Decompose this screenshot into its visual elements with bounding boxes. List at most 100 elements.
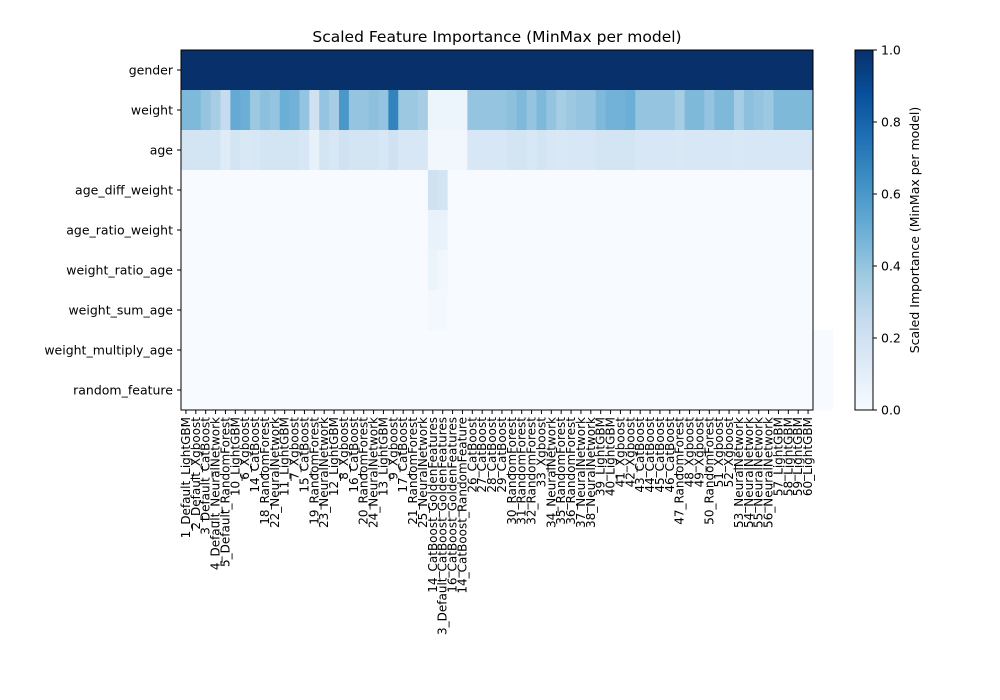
heatmap-cell	[418, 90, 429, 131]
x-tick-label: 20_RandomForest	[357, 417, 371, 525]
x-tick-label: 56_NeuralNetwork	[762, 417, 776, 528]
heatmap-cell	[793, 50, 804, 91]
x-tick-label: 16_CatBoost	[347, 417, 361, 493]
heatmap-cell	[516, 370, 528, 411]
x-tick-label: 37_NeuralNetwork	[574, 417, 588, 528]
heatmap-cell	[615, 250, 626, 291]
heatmap-cell	[230, 130, 241, 171]
heatmap-cell	[427, 250, 439, 291]
heatmap-cell	[684, 370, 695, 411]
heatmap-cell	[674, 90, 686, 131]
heatmap-cell	[655, 210, 666, 251]
heatmap-cell	[250, 290, 261, 331]
heatmap-cell	[437, 170, 449, 211]
heatmap-cell	[655, 130, 666, 171]
heatmap-cell	[704, 50, 715, 91]
heatmap-cell	[783, 210, 794, 251]
heatmap-cell	[418, 290, 429, 331]
heatmap-cell	[714, 130, 725, 171]
heatmap-cell	[269, 370, 281, 411]
heatmap-cell	[753, 170, 765, 211]
x-tick-label: 31_RandomForest	[515, 417, 529, 525]
heatmap-cell	[585, 130, 597, 171]
x-tick-label: 52_Xgboost	[722, 417, 736, 488]
heatmap-cell	[457, 250, 468, 291]
heatmap-cell	[319, 330, 330, 371]
heatmap-cell	[793, 330, 804, 371]
heatmap-cell	[457, 210, 468, 251]
heatmap-cell	[200, 290, 212, 331]
heatmap-cell	[368, 210, 379, 251]
heatmap-cell	[299, 90, 310, 131]
heatmap-cell	[576, 170, 587, 211]
heatmap-cell	[724, 90, 735, 131]
heatmap-cell	[398, 250, 409, 291]
heatmap-cell	[279, 330, 291, 371]
heatmap-cell	[230, 250, 241, 291]
heatmap-cell	[724, 210, 735, 251]
heatmap-cell	[743, 50, 755, 91]
heatmap-cell	[447, 370, 458, 411]
x-tick-label: 21_RandomForest	[406, 417, 420, 525]
heatmap-cell	[487, 330, 498, 371]
y-tick-label: age_ratio_weight	[66, 223, 173, 238]
heatmap-cell	[674, 250, 686, 291]
heatmap-cell	[605, 130, 616, 171]
heatmap-cell	[724, 290, 735, 331]
heatmap-cell	[516, 290, 528, 331]
heatmap-cell	[497, 290, 508, 331]
heatmap-cell	[704, 330, 715, 371]
heatmap-cell	[447, 130, 458, 171]
heatmap-cell	[506, 50, 518, 91]
heatmap-cell	[230, 370, 241, 411]
x-tick-label: 58_LightGBM	[781, 417, 795, 496]
heatmap-cell	[269, 210, 281, 251]
heatmap-cell	[181, 250, 192, 291]
x-tick-label: 19_RandomForest	[307, 417, 321, 525]
heatmap-cell	[714, 50, 725, 91]
x-tick-label: 14_CatBoost	[248, 417, 262, 493]
heatmap-cell	[556, 170, 567, 211]
heatmap-cell	[793, 250, 804, 291]
heatmap-cell	[734, 250, 745, 291]
heatmap-cell	[309, 170, 320, 211]
heatmap-cell	[615, 210, 626, 251]
heatmap-cell	[783, 50, 794, 91]
heatmap-cell	[773, 290, 784, 331]
heatmap-cell	[684, 50, 695, 91]
heatmap-cell	[704, 90, 715, 131]
heatmap-cell	[230, 210, 241, 251]
heatmap-cell	[724, 250, 735, 291]
heatmap-cell	[763, 370, 774, 411]
heatmap-cell	[625, 130, 636, 171]
heatmap-cell	[595, 370, 607, 411]
heatmap-cell	[230, 330, 241, 371]
heatmap-cell	[250, 250, 261, 291]
heatmap-cell	[615, 370, 626, 411]
heatmap-cell	[743, 90, 755, 131]
heatmap-cell	[694, 250, 705, 291]
heatmap-cell	[645, 330, 656, 371]
heatmap-cell	[743, 130, 755, 171]
heatmap-cell	[289, 170, 300, 211]
heatmap-cell	[487, 290, 498, 331]
x-tick-label: 10_LightGBM	[228, 417, 242, 496]
heatmap-cell	[625, 170, 636, 211]
heatmap-cell	[585, 50, 597, 91]
x-tick-label: 17_CatBoost	[396, 417, 410, 493]
heatmap-cell	[664, 370, 676, 411]
heatmap-cell	[546, 330, 557, 371]
heatmap-cell	[664, 130, 676, 171]
heatmap-cell	[625, 330, 636, 371]
heatmap-cell	[793, 90, 804, 131]
heatmap-cell	[497, 130, 508, 171]
heatmap-cell	[605, 170, 616, 211]
heatmap-cell	[437, 50, 449, 91]
heatmap-cell	[783, 90, 794, 131]
heatmap-cell	[694, 90, 705, 131]
colorbar-ticks: 0.0 0.2 0.4 0.6 0.8 1.0	[873, 43, 901, 418]
heatmap-cell	[358, 50, 370, 91]
heatmap-cell	[556, 290, 567, 331]
heatmap-cell	[240, 370, 251, 411]
heatmap-cell	[704, 210, 715, 251]
